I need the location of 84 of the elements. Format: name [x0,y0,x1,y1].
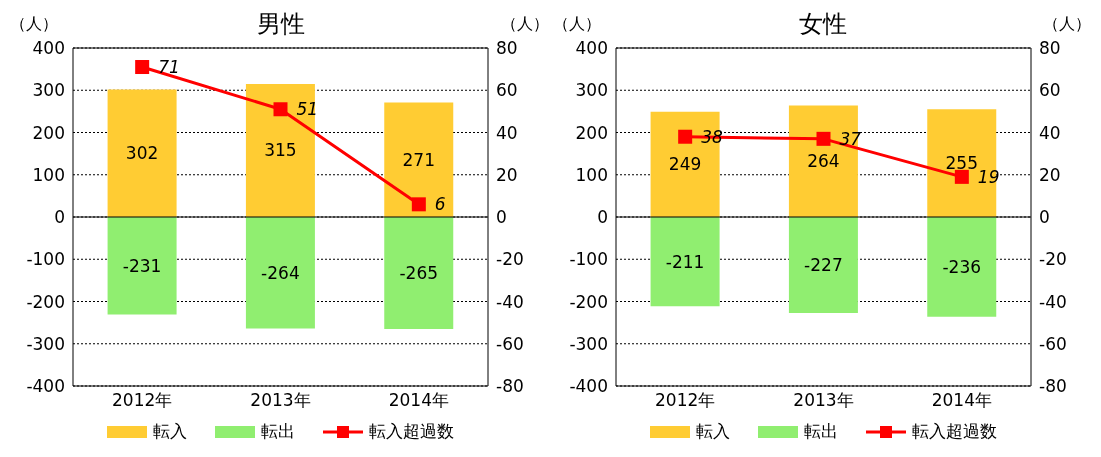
bar [788,217,858,313]
bar [384,217,454,329]
bar [107,89,177,217]
point [135,60,150,75]
y2-tick-label: -80 [496,376,524,397]
x-tick-label: 2012年 [112,390,173,411]
data-label: 71 [158,57,180,78]
x-tick-label: 2014年 [388,390,449,411]
x-tick-label: 2013年 [792,390,854,411]
legend-label: 転出 [803,420,838,443]
y2-tick-label: -60 [1038,333,1067,354]
y-tick-label: 300 [32,80,65,101]
y-tick-label: 100 [32,164,65,185]
data-label: 315 [264,140,297,161]
y-tick-label: 0 [54,207,65,228]
y2-tick-label: 80 [1038,38,1061,59]
y-tick-label: -200 [568,291,608,312]
y2-tick-label: -20 [496,249,524,270]
point [954,169,969,184]
y-tick-label: 100 [575,164,608,185]
x-tick-label: 2012年 [654,390,715,411]
bar [384,102,454,217]
bar [245,83,315,217]
y2-axis-title: （人） [1043,14,1091,35]
y2-tick-label: -40 [496,291,524,312]
data-label: 249 [668,154,701,175]
legend-label: 転入超過数 [369,420,454,443]
y2-tick-label: 80 [496,38,518,59]
bar [107,217,177,315]
y2-tick-label: 20 [496,164,518,185]
y2-tick-label: -60 [496,333,524,354]
bar [650,217,720,307]
data-label: -211 [665,251,704,272]
data-label: 6 [434,194,446,215]
y2-tick-label: 0 [1038,207,1050,228]
data-label: 271 [402,149,435,170]
y2-tick-label: 60 [496,80,518,101]
point [677,129,692,144]
y-tick-label: 200 [575,122,608,143]
y2-tick-label: -80 [1038,376,1067,397]
chart-title: 男性 [256,10,305,38]
point [273,102,288,117]
data-label: -227 [803,254,843,275]
y-tick-label: -400 [568,376,608,397]
y-tick-label: 200 [32,122,65,143]
y2-tick-label: 0 [496,207,507,228]
y-axis-title: （人） [552,14,601,35]
point [411,197,426,212]
x-tick-label: 2014年 [931,390,992,411]
data-label: 255 [945,153,978,174]
y-tick-label: 400 [575,38,608,59]
y-tick-label: -300 [568,333,608,354]
y-tick-label: -200 [26,291,65,312]
legend-label: 転出 [261,420,295,443]
y2-tick-label: 40 [1038,122,1061,143]
y2-tick-label: 20 [1038,164,1061,185]
bar [926,217,996,317]
data-label: -231 [122,255,162,276]
bar [245,217,315,329]
point [816,131,830,146]
y2-tick-label: -20 [1038,249,1067,270]
y2-axis-title: （人） [500,14,549,35]
y2-tick-label: -40 [1038,291,1067,312]
data-label: 264 [806,151,840,172]
bar [650,111,720,217]
y2-tick-label: 60 [1038,80,1061,101]
y-tick-label: 400 [32,38,65,59]
y-tick-label: -400 [26,376,65,397]
x-tick-label: 2013年 [250,390,311,411]
y-tick-label: 300 [575,80,608,101]
legend-label: 転入 [153,420,187,443]
y-tick-label: -100 [26,249,65,270]
y-tick-label: 0 [596,207,608,228]
legend-label: 転入超過数 [911,420,997,443]
y2-tick-label: 40 [496,122,518,143]
data-label: -236 [941,256,981,277]
data-label: -264 [261,262,300,283]
data-label: 302 [125,143,159,164]
y-axis-title: （人） [10,14,58,35]
chart-title: 女性 [799,10,847,38]
y-tick-label: -300 [26,333,65,354]
data-label: -265 [399,263,439,284]
y-tick-label: -100 [568,249,608,270]
legend-label: 転入 [695,420,730,443]
